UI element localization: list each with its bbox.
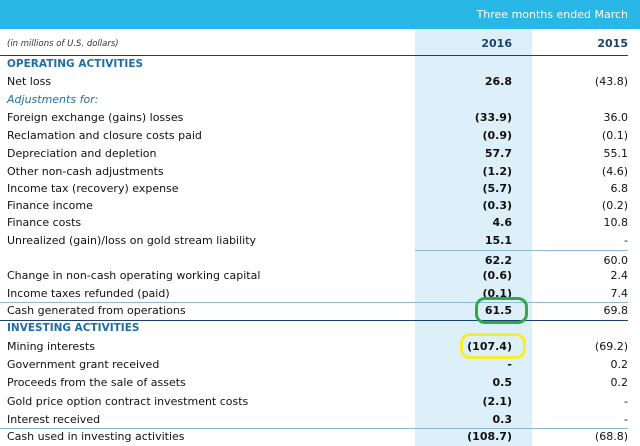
table-row-subtotal: 62.2 60.0: [0, 252, 640, 270]
table-row-reclamation: Reclamation and closure costs paid (0.9)…: [0, 127, 640, 145]
row-label: Interest received: [7, 413, 101, 426]
value-2015: -: [624, 395, 628, 408]
row-label: Net loss: [7, 75, 52, 88]
row-label: Gold price option contract investment co…: [7, 395, 249, 408]
total-rule-bottom: [0, 320, 628, 321]
value-2016: 4.6: [492, 216, 513, 229]
value-2015: 6.8: [610, 182, 629, 195]
value-2016: 61.5: [484, 304, 512, 317]
table-row-income-taxes-refunded: Income taxes refunded (paid) (0.1) 7.4: [0, 285, 640, 303]
table-row-cash-used-investing: Cash used in investing activities (108.7…: [0, 428, 640, 446]
value-2015: 10.8: [603, 216, 629, 229]
investing-total-rule: [0, 428, 628, 429]
value-2016: (0.1): [482, 287, 512, 300]
value-2016: (0.9): [482, 129, 512, 142]
value-2015: (0.2): [601, 199, 628, 212]
row-label: INVESTING ACTIVITIES: [7, 322, 140, 334]
row-label: Reclamation and closure costs paid: [7, 129, 202, 142]
value-2015: 55.1: [603, 147, 629, 160]
subtotal-rule: [415, 250, 628, 251]
units-note: (in millions of U.S. dollars): [7, 39, 119, 49]
table-row-foreign-exchange: Foreign exchange (gains) losses (33.9) 3…: [0, 109, 640, 127]
value-2016: (0.6): [482, 269, 512, 282]
yellow-highlight-circle: [460, 333, 526, 359]
table-row-depreciation: Depreciation and depletion 57.7 55.1: [0, 145, 640, 163]
row-label: Other non-cash adjustments: [7, 165, 164, 178]
row-label: Depreciation and depletion: [7, 147, 157, 160]
value-2015: 7.4: [610, 287, 629, 300]
table-row-other-non-cash: Other non-cash adjustments (1.2) (4.6): [0, 163, 640, 181]
period-header-bar: Three months ended March: [0, 0, 640, 29]
year-2016-header: 2016: [481, 37, 512, 50]
total-rule-top: [0, 302, 628, 303]
adjustments-subtitle: Adjustments for:: [0, 91, 640, 109]
row-label: Adjustments for:: [7, 93, 99, 106]
row-label: Finance income: [7, 199, 93, 212]
value-2015: (4.6): [601, 165, 628, 178]
table-row-sale-of-assets: Proceeds from the sale of assets 0.5 0.2: [0, 374, 640, 392]
table-row-finance-costs: Finance costs 4.6 10.8: [0, 214, 640, 232]
column-header-row: (in millions of U.S. dollars) 2016 2015: [0, 33, 640, 51]
header-divider: [0, 55, 628, 56]
table-row-gold-price-option: Gold price option contract investment co…: [0, 393, 640, 411]
row-label: Change in non-cash operating working cap…: [7, 269, 261, 282]
year-2015-header: 2015: [597, 37, 628, 50]
period-header-title: Three months ended March: [476, 8, 628, 21]
row-label: Proceeds from the sale of assets: [7, 376, 186, 389]
row-label: Cash generated from operations: [7, 304, 186, 317]
row-label: Unrealized (gain)/loss on gold stream li…: [7, 234, 257, 247]
value-2016: 15.1: [484, 234, 512, 247]
table-row-mining-interests: Mining interests (107.4) (69.2): [0, 338, 640, 356]
row-label: Income tax (recovery) expense: [7, 182, 179, 195]
value-2016: (2.1): [482, 395, 512, 408]
value-2015: (69.2): [594, 340, 628, 353]
value-2016: 0.3: [492, 413, 513, 426]
table-row-net-loss: Net loss 26.8 (43.8): [0, 73, 640, 91]
value-2016: (108.7): [467, 430, 512, 443]
row-label: Cash used in investing activities: [7, 430, 185, 443]
row-label: OPERATING ACTIVITIES: [7, 58, 144, 70]
value-2015: 2.4: [610, 269, 629, 282]
table-row-cash-from-operations: Cash generated from operations 61.5 69.8: [0, 302, 640, 320]
value-2016: 57.7: [484, 147, 512, 160]
value-2015: -: [624, 413, 628, 426]
row-label: Foreign exchange (gains) losses: [7, 111, 184, 124]
row-label: Mining interests: [7, 340, 95, 353]
green-highlight-circle: [475, 297, 528, 324]
value-2015: 0.2: [610, 358, 629, 371]
value-2015: 69.8: [603, 304, 629, 317]
value-2016: (107.4): [467, 340, 512, 353]
value-2015: (0.1): [601, 129, 628, 142]
value-2015: 0.2: [610, 376, 629, 389]
value-2016: (1.2): [482, 165, 512, 178]
row-label: Government grant received: [7, 358, 160, 371]
row-label: Income taxes refunded (paid): [7, 287, 170, 300]
current-year-highlight-column: [415, 29, 532, 446]
value-2016: 62.2: [484, 254, 512, 267]
value-2016: (0.3): [482, 199, 512, 212]
value-2016: 0.5: [492, 376, 513, 389]
table-row-working-capital: Change in non-cash operating working cap…: [0, 267, 640, 285]
value-2015: -: [624, 234, 628, 247]
value-2015: 60.0: [603, 254, 629, 267]
value-2015: (68.8): [594, 430, 628, 443]
value-2016: 26.8: [484, 75, 512, 88]
value-2016: -: [507, 358, 512, 371]
value-2015: (43.8): [594, 75, 628, 88]
section-heading-operating: OPERATING ACTIVITIES: [0, 56, 640, 74]
table-row-gold-stream: Unrealized (gain)/loss on gold stream li…: [0, 232, 640, 250]
row-label: Finance costs: [7, 216, 82, 229]
table-row-income-tax: Income tax (recovery) expense (5.7) 6.8: [0, 180, 640, 198]
value-2016: (5.7): [482, 182, 512, 195]
table-row-government-grant: Government grant received - 0.2: [0, 356, 640, 374]
value-2016: (33.9): [474, 111, 512, 124]
table-row-interest-received: Interest received 0.3 -: [0, 411, 640, 429]
table-row-finance-income: Finance income (0.3) (0.2): [0, 197, 640, 215]
value-2015: 36.0: [603, 111, 629, 124]
section-heading-investing: INVESTING ACTIVITIES: [0, 320, 640, 338]
